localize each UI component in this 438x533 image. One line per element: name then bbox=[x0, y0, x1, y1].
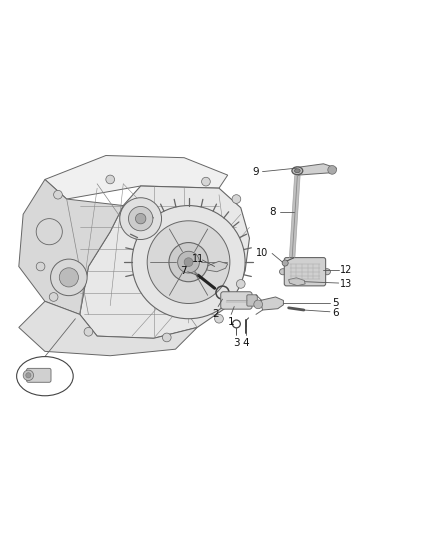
Polygon shape bbox=[45, 156, 228, 199]
Text: 9: 9 bbox=[252, 167, 259, 176]
Circle shape bbox=[50, 259, 87, 296]
Polygon shape bbox=[207, 261, 228, 272]
Text: 14: 14 bbox=[54, 365, 68, 375]
Circle shape bbox=[106, 175, 115, 184]
Circle shape bbox=[132, 206, 245, 319]
Circle shape bbox=[84, 327, 93, 336]
Circle shape bbox=[169, 243, 208, 282]
Circle shape bbox=[36, 219, 62, 245]
Circle shape bbox=[49, 293, 58, 301]
FancyBboxPatch shape bbox=[247, 295, 257, 306]
Circle shape bbox=[232, 195, 241, 204]
Text: 4: 4 bbox=[243, 338, 249, 348]
Ellipse shape bbox=[294, 169, 300, 173]
Text: 6: 6 bbox=[332, 308, 339, 318]
Circle shape bbox=[59, 268, 78, 287]
Circle shape bbox=[178, 251, 199, 273]
Circle shape bbox=[53, 190, 62, 199]
Text: 3: 3 bbox=[233, 338, 240, 348]
FancyBboxPatch shape bbox=[284, 257, 325, 286]
Text: 10: 10 bbox=[255, 247, 268, 257]
Circle shape bbox=[282, 260, 288, 266]
Polygon shape bbox=[19, 180, 123, 314]
Circle shape bbox=[128, 206, 153, 231]
Polygon shape bbox=[289, 278, 305, 286]
Polygon shape bbox=[298, 164, 336, 175]
Ellipse shape bbox=[292, 167, 303, 175]
Text: 13: 13 bbox=[340, 279, 352, 289]
FancyBboxPatch shape bbox=[27, 368, 51, 382]
Ellipse shape bbox=[17, 357, 73, 396]
Circle shape bbox=[26, 373, 31, 378]
Circle shape bbox=[36, 262, 45, 271]
Ellipse shape bbox=[323, 269, 330, 275]
Circle shape bbox=[162, 333, 171, 342]
Ellipse shape bbox=[279, 269, 286, 275]
Text: 5: 5 bbox=[332, 298, 339, 308]
Text: 8: 8 bbox=[269, 207, 276, 217]
Text: 1: 1 bbox=[228, 318, 234, 327]
Circle shape bbox=[328, 166, 336, 174]
Text: 7: 7 bbox=[180, 266, 187, 276]
Polygon shape bbox=[19, 301, 197, 356]
Text: 2: 2 bbox=[212, 309, 219, 319]
Circle shape bbox=[201, 177, 210, 186]
Circle shape bbox=[23, 370, 34, 381]
Polygon shape bbox=[80, 186, 250, 338]
Circle shape bbox=[215, 314, 223, 323]
Circle shape bbox=[120, 198, 162, 239]
Circle shape bbox=[237, 279, 245, 288]
Circle shape bbox=[254, 300, 262, 309]
Text: 11: 11 bbox=[192, 254, 204, 264]
FancyBboxPatch shape bbox=[221, 292, 252, 309]
Circle shape bbox=[184, 258, 193, 266]
Circle shape bbox=[147, 221, 230, 303]
Circle shape bbox=[135, 213, 146, 224]
Text: 12: 12 bbox=[340, 264, 352, 274]
Polygon shape bbox=[260, 297, 283, 310]
